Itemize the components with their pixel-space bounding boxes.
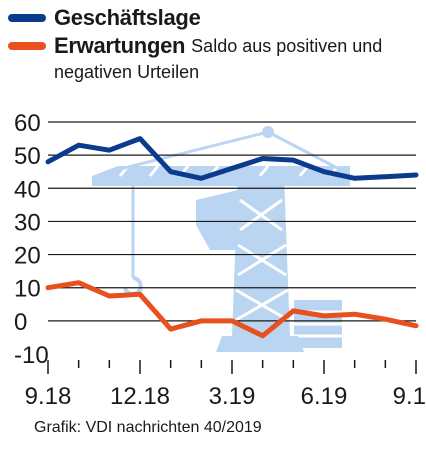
x-axis-ticks: 9.18 12.18 3.19 6.19 9.19 <box>25 360 426 410</box>
legend-swatch-erwartungen <box>8 42 46 50</box>
y-tick-label: -10 <box>14 342 49 369</box>
legend: Geschäftslage Erwartungen Saldo aus posi… <box>8 4 422 84</box>
data-series <box>45 136 419 339</box>
x-tick-label: 12.18 <box>110 383 170 410</box>
x-tick-label: 9.18 <box>25 383 72 410</box>
y-tick-label: 20 <box>14 243 41 270</box>
x-tick-label: 9.19 <box>393 383 426 410</box>
construction-crane-icon <box>92 126 350 352</box>
y-tick-label: 30 <box>14 209 41 236</box>
y-tick-label: 40 <box>14 176 41 203</box>
legend-swatch-geschaeftslage <box>8 14 46 22</box>
y-tick-label: 0 <box>14 309 27 336</box>
series-line-erwartungen <box>45 280 419 339</box>
y-axis-ticks: 60 50 40 30 20 10 0 -10 <box>14 110 49 369</box>
x-tick-label: 3.19 <box>209 383 256 410</box>
x-tick-label: 6.19 <box>301 383 348 410</box>
y-tick-label: 10 <box>14 276 41 303</box>
legend-label-geschaeftslage: Geschäftslage <box>54 5 201 30</box>
chart-subtitle-line-2: negativen Urteilen <box>54 62 200 82</box>
series-line-geschaeftslage <box>45 136 419 181</box>
chart-subtitle-line-1: Saldo aus positiven und <box>191 36 383 56</box>
y-tick-label: 60 <box>14 110 41 137</box>
y-tick-label: 50 <box>14 143 41 170</box>
grid-lines <box>48 121 416 322</box>
source-credit: Grafik: VDI nachrichten 40/2019 <box>34 419 262 436</box>
legend-item-erwartungen: Erwartungen Saldo aus positiven und <box>8 32 422 60</box>
legend-item-geschaeftslage: Geschäftslage <box>8 4 422 32</box>
legend-label-erwartungen: Erwartungen <box>54 33 186 58</box>
